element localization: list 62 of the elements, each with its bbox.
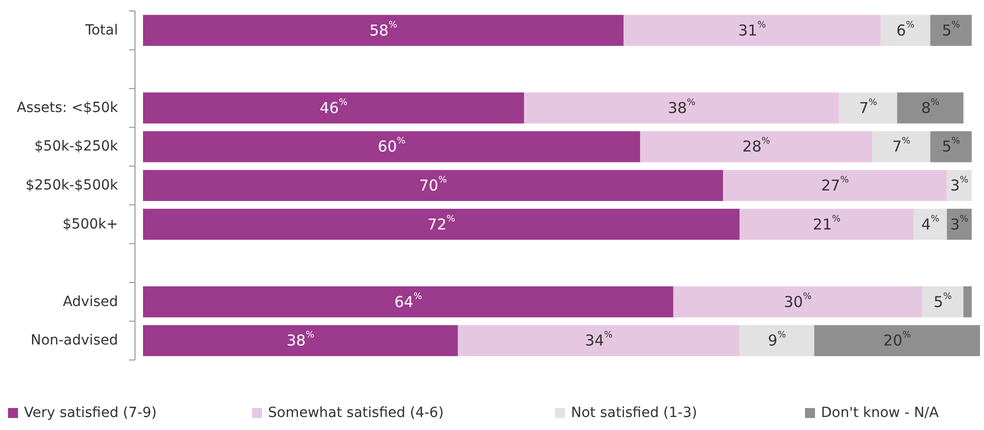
bar	[458, 325, 740, 356]
bar	[673, 286, 922, 318]
bar	[143, 131, 640, 162]
bar	[814, 325, 980, 356]
bar	[143, 208, 740, 240]
bar	[524, 92, 840, 124]
data-label: 31$^{%}$	[738, 20, 766, 40]
data-label: 60$^{%}$	[378, 136, 406, 156]
data-label: 6$^{%}$	[896, 20, 915, 40]
legend-label: Somewhat satisfied (4-6)	[268, 405, 444, 421]
data-label: 34$^{%}$	[584, 330, 614, 350]
data-label: 21$^{%}$	[812, 214, 841, 234]
bar	[839, 92, 898, 124]
bar	[143, 14, 624, 46]
data-label: 64$^{%}$	[394, 292, 422, 311]
data-label: 46$^{%}$	[320, 98, 348, 117]
data-label: 5$^{%}$	[942, 20, 960, 40]
y-tick-label: Advised	[62, 294, 118, 310]
data-label: 28$^{%}$	[742, 136, 771, 156]
data-label: 7$^{%}$	[859, 98, 878, 117]
data-label: 3$^{%}$	[950, 214, 969, 234]
bar	[930, 14, 972, 46]
data-label: 72$^{%}$	[428, 214, 456, 234]
bar	[143, 325, 458, 356]
bar	[897, 92, 964, 124]
data-label: 3$^{%}$	[950, 176, 969, 194]
legend-label: Not satisfied (1-3)	[571, 405, 698, 421]
data-label: 58$^{%}$	[370, 20, 398, 40]
bar	[872, 131, 930, 162]
legend-label: Very satisfied (7-9)	[24, 405, 157, 421]
bar	[740, 325, 814, 356]
bar	[740, 208, 914, 240]
bar	[922, 286, 964, 318]
y-tick-label: $50k-$250k	[34, 138, 119, 155]
bar	[143, 286, 674, 318]
y-tick-label: Assets: <$50k	[16, 100, 119, 116]
data-label: 30$^{%}$	[784, 292, 812, 311]
data-label: 38$^{%}$	[668, 98, 696, 117]
y-tick-label: Non-advised	[30, 332, 118, 349]
bar	[640, 131, 872, 162]
data-label: 5$^{%}$	[942, 136, 960, 156]
y-tick-label: Total	[84, 22, 118, 38]
data-label: 5$^{%}$	[934, 292, 952, 311]
bar	[143, 92, 524, 124]
bar	[723, 170, 947, 202]
bar	[143, 170, 724, 202]
bar	[963, 286, 972, 318]
data-label: 7$^{%}$	[892, 136, 911, 156]
bar	[930, 131, 972, 162]
y-tick-label: $250k-$500k	[25, 178, 119, 194]
data-label: 8$^{%}$	[921, 98, 940, 117]
legend-label: Don't know - N/A	[821, 405, 940, 421]
data-label: 70$^{%}$	[419, 176, 448, 194]
data-label: 38$^{%}$	[286, 330, 315, 350]
bar	[914, 208, 947, 240]
data-label: 27$^{%}$	[821, 176, 850, 194]
data-label: 20$^{%}$	[883, 330, 912, 350]
y-tick-label: $500k+	[62, 216, 118, 232]
bar	[624, 14, 881, 46]
data-label: 4$^{%}$	[921, 214, 940, 234]
data-label: 9$^{%}$	[768, 330, 786, 350]
bar	[880, 14, 930, 46]
